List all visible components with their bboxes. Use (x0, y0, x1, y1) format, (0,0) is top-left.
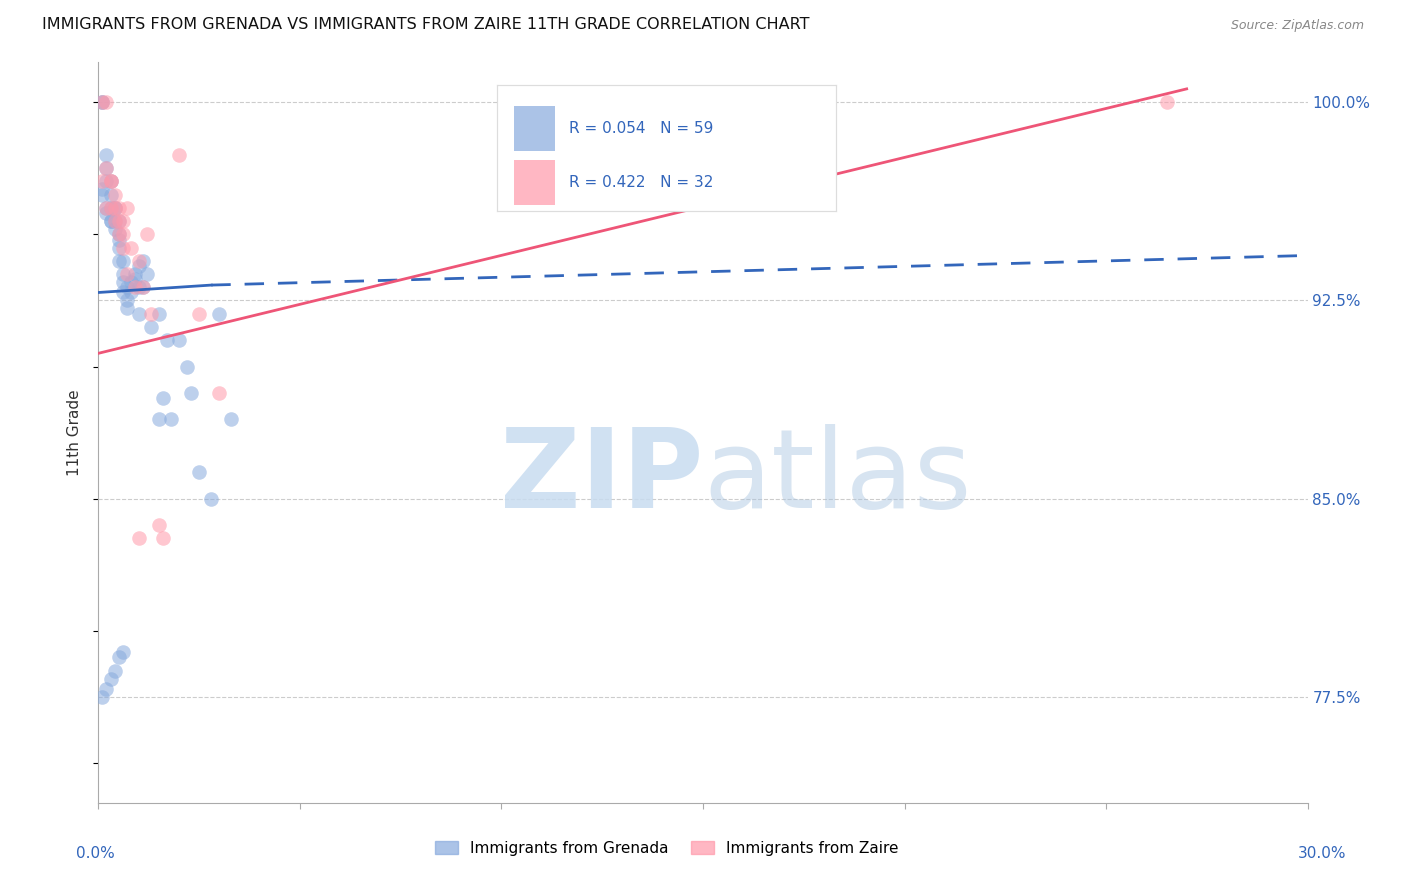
Point (1156, 95, 1178, 109)
Point (115, 301, 138, 316)
Point (111, 214, 134, 228)
Point (100, 214, 122, 228)
Point (156, 333, 179, 347)
Point (96, 201, 118, 215)
Point (107, 201, 129, 215)
Point (100, 201, 122, 215)
Point (103, 201, 125, 215)
Point (96, 148, 118, 162)
Point (103, 214, 125, 228)
Point (120, 240, 142, 255)
Point (167, 148, 190, 162)
Point (107, 214, 129, 228)
Point (135, 267, 157, 281)
Point (91, 690, 114, 704)
Point (100, 214, 122, 228)
Point (124, 272, 146, 286)
Point (91, 95, 114, 109)
Point (148, 518, 170, 533)
Point (96, 161, 118, 176)
Point (91, 95, 114, 109)
Point (135, 227, 157, 242)
Point (152, 532, 174, 546)
Point (152, 391, 174, 405)
Point (111, 267, 134, 281)
Point (188, 465, 211, 479)
Point (107, 240, 129, 255)
Legend: Immigrants from Grenada, Immigrants from Zaire: Immigrants from Grenada, Immigrants from… (429, 835, 905, 862)
Point (124, 267, 146, 281)
Point (103, 201, 125, 215)
Point (103, 201, 125, 215)
Point (148, 307, 170, 321)
Point (111, 285, 134, 300)
Point (115, 293, 138, 308)
Point (208, 386, 231, 401)
Point (132, 280, 155, 294)
Point (115, 280, 138, 294)
Point (115, 201, 138, 215)
Point (91, 187, 114, 202)
Point (160, 412, 183, 426)
Point (139, 307, 162, 321)
Point (132, 253, 155, 268)
Point (111, 253, 134, 268)
Point (100, 201, 122, 215)
Point (124, 280, 146, 294)
Point (208, 307, 231, 321)
Point (91, 174, 114, 188)
Point (91, 182, 114, 196)
Point (120, 275, 142, 289)
Point (100, 672, 122, 686)
Text: Source: ZipAtlas.com: Source: ZipAtlas.com (1230, 19, 1364, 31)
Point (107, 227, 129, 242)
Point (96, 95, 118, 109)
Point (148, 412, 170, 426)
Point (91, 95, 114, 109)
Point (128, 259, 150, 273)
Point (107, 650, 129, 665)
Point (111, 645, 134, 659)
Point (100, 187, 122, 202)
Point (176, 359, 198, 374)
Point (128, 532, 150, 546)
Point (139, 319, 162, 334)
Point (103, 222, 125, 236)
Point (96, 174, 118, 188)
Point (200, 491, 222, 506)
Point (100, 174, 122, 188)
Point (107, 227, 129, 242)
Point (111, 240, 134, 255)
Point (96, 201, 118, 215)
Point (107, 214, 129, 228)
Point (128, 280, 150, 294)
Point (188, 307, 211, 321)
Y-axis label: 11th Grade: 11th Grade (67, 389, 83, 476)
Text: 30.0%: 30.0% (1298, 847, 1346, 861)
Point (96, 206, 118, 220)
Point (120, 285, 142, 300)
Point (180, 386, 202, 401)
Point (128, 253, 150, 268)
Point (103, 187, 125, 202)
Text: atlas: atlas (703, 424, 972, 531)
Text: 0.0%: 0.0% (76, 847, 115, 861)
Point (103, 664, 125, 678)
Point (111, 275, 134, 289)
Text: IMMIGRANTS FROM GRENADA VS IMMIGRANTS FROM ZAIRE 11TH GRADE CORRELATION CHART: IMMIGRANTS FROM GRENADA VS IMMIGRANTS FR… (42, 17, 810, 31)
Point (132, 280, 155, 294)
Point (128, 307, 150, 321)
Point (115, 267, 138, 281)
Point (221, 412, 243, 426)
Point (96, 161, 118, 176)
Text: ZIP: ZIP (499, 424, 703, 531)
Point (107, 253, 129, 268)
Point (107, 233, 129, 247)
Point (96, 682, 118, 697)
Point (100, 174, 122, 188)
Point (111, 227, 134, 242)
Point (100, 174, 122, 188)
Point (103, 214, 125, 228)
Point (167, 333, 190, 347)
